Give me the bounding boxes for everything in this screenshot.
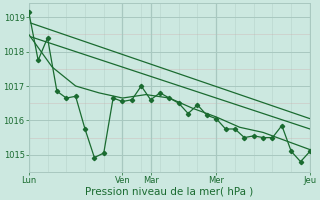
X-axis label: Pression niveau de la mer( hPa ): Pression niveau de la mer( hPa ): [85, 187, 253, 197]
